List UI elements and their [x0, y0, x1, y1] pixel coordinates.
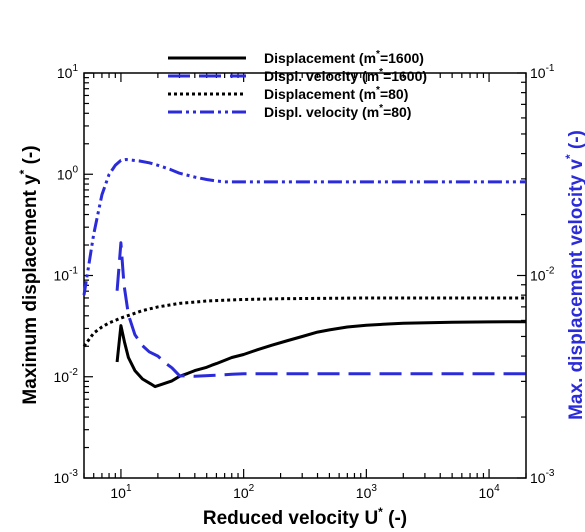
legend-label-1: Displacement (m*=1600) [264, 49, 424, 66]
y-left-tick-label: 10-2 [54, 367, 79, 385]
x-tick-label: 103 [356, 483, 378, 501]
x-tick-label: 102 [233, 483, 255, 501]
series-line-1 [115, 320, 527, 389]
y-right-tick-label: 10-1 [530, 63, 555, 81]
y-left-tick-label: 10-3 [54, 468, 79, 486]
legend: Displacement (m*=1600)Displ. velocity (m… [168, 49, 427, 120]
ticks [83, 72, 527, 479]
series-line-2 [115, 241, 526, 378]
series-line-4 [82, 158, 526, 296]
y-left-tick-label: 100 [57, 164, 79, 182]
y-right-tick-label: 10-3 [530, 468, 555, 486]
y-right-tick-label: 10-2 [530, 266, 555, 284]
y-left-tick-label: 10-1 [54, 266, 79, 284]
y-left-tick-label: 101 [57, 63, 79, 81]
legend-label-3: Displacement (m*=80) [264, 85, 408, 102]
series-line-3 [82, 296, 526, 348]
tick-labels: 101 102 103 104 10-3 10-2 10-1 100 101 10-3 10-2 10… [54, 63, 555, 501]
legend-label-4: Displ. velocity (m*=80) [264, 103, 411, 120]
y-axis-label-left: Maximum displacement y* (-) [17, 145, 41, 404]
y-axis-label-right: Max. displacement velocity v* (-) [563, 130, 585, 420]
series-lines [82, 158, 527, 389]
x-tick-label: 101 [110, 483, 132, 501]
legend-label-2: Displ. velocity (m*=1600) [264, 67, 427, 84]
x-axis-label: Reduced velocity U* (-) [203, 505, 407, 529]
x-tick-label: 104 [478, 483, 500, 501]
